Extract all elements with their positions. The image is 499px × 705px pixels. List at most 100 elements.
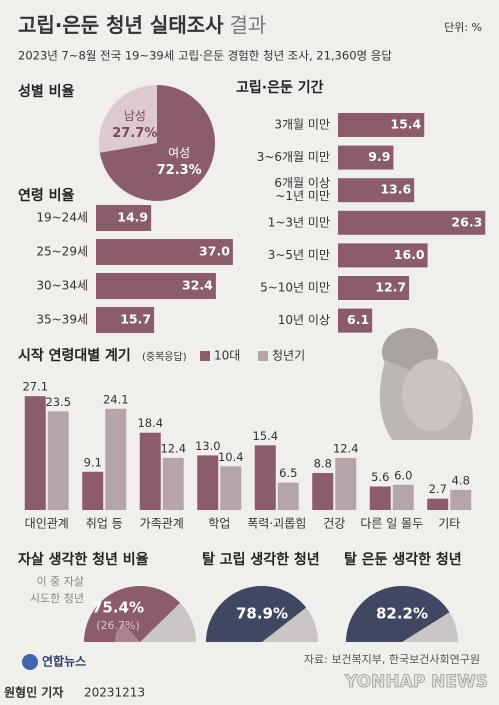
title-main: 고립·은둔 청년 실태조사 [18, 13, 224, 37]
category-label: 폭력·괴롭힘 [247, 517, 306, 531]
gauge-value [84, 586, 181, 642]
section-title: 연령 비율 [18, 187, 75, 204]
bar [254, 445, 276, 510]
value-label: 6.5 [279, 466, 297, 480]
value-label: 12.4 [333, 441, 359, 455]
bar [139, 432, 161, 510]
bar [338, 210, 486, 235]
value-label: 26.3 [451, 214, 482, 229]
title-suffix: 결과 [230, 13, 267, 37]
reporter: 원형민 기자 [4, 685, 63, 700]
bar [47, 411, 69, 510]
value-label: 12.4 [160, 441, 186, 455]
gauge-label: 75.4% [92, 599, 144, 617]
bar [450, 489, 472, 510]
source: 자료: 보건복지부, 한국보건사회연구원 [304, 653, 480, 666]
category-label: 취업 등 [86, 517, 123, 531]
category-label: 대인관계 [25, 517, 69, 531]
value-label: 9.1 [84, 455, 102, 469]
value-label: 10.4 [218, 450, 244, 464]
value-label: 18.4 [137, 416, 163, 430]
value-label: 6.1 [347, 312, 369, 327]
value-label: 6.0 [394, 468, 412, 482]
section-title: 탈 은둔 생각한 청년 [344, 551, 462, 568]
value-label: 9.9 [368, 149, 390, 164]
value-label: 32.4 [182, 278, 213, 293]
bar [338, 145, 394, 170]
value-label: 4.8 [452, 473, 470, 487]
category-label: 다른 일 몰두 [360, 517, 423, 531]
gauge-sub-value [114, 623, 140, 642]
value-label: 13.0 [195, 439, 221, 453]
bar [162, 457, 184, 510]
legend-label: 청년기 [272, 349, 305, 363]
bar [96, 205, 152, 231]
pie-label: 남성 [124, 109, 146, 123]
value-label: 37.0 [199, 244, 230, 259]
category-label: 25~29세 [36, 245, 88, 259]
section-title: 고립·은둔 기간 [236, 79, 324, 96]
bar [338, 243, 428, 268]
category-label: 3~5년 미만 [268, 248, 330, 262]
bar [338, 308, 373, 333]
bar [96, 239, 233, 265]
value-label: 14.9 [117, 210, 148, 225]
annotation-value: (26.7%) [96, 619, 140, 632]
category-label: 35~39세 [36, 313, 88, 327]
bar [338, 178, 415, 203]
bar [392, 484, 414, 510]
category-label: 기타 [438, 517, 460, 531]
pie-label: 여성 [168, 146, 190, 160]
category-label: ~1년 미만 [275, 189, 330, 203]
gauge-value [346, 586, 450, 642]
value-label: 5.6 [371, 470, 389, 484]
gauge-value [206, 586, 307, 642]
bar [427, 498, 449, 510]
category-label: 학업 [208, 517, 230, 531]
legend-label: 10대 [214, 349, 240, 363]
title: 고립·은둔 청년 실태조사 결과 [18, 13, 266, 37]
value-label: 8.8 [314, 457, 332, 471]
section-title: 성별 비율 [18, 83, 75, 100]
category-label: 5~10년 미만 [260, 281, 330, 295]
bar [96, 273, 216, 299]
illustration [379, 328, 473, 440]
value-label: 27.1 [22, 380, 48, 394]
bar [96, 307, 155, 333]
logo: 연합뉴스 [42, 654, 86, 669]
bar [335, 457, 357, 510]
subtitle: 2023년 7~8월 전국 19~39세 고립·은둔 경험한 청년 조사, 21… [18, 49, 392, 63]
category-label: 건강 [323, 517, 345, 531]
pie-slice [98, 84, 157, 153]
value-label: 2.7 [429, 482, 447, 496]
category-label: 6개월 이상 [274, 176, 330, 190]
gauge-label: 82.2% [376, 605, 428, 623]
bar [105, 408, 127, 510]
bar [338, 113, 425, 137]
bar [369, 486, 391, 510]
category-label: 가족관계 [140, 517, 184, 531]
bar [24, 396, 46, 510]
watermark: YONHAP NEWS [344, 672, 488, 692]
value-label: 16.0 [394, 247, 425, 262]
value-label: 24.1 [103, 392, 129, 406]
annotation: 이 중 자살 [37, 575, 84, 588]
pie-value: 72.3% [157, 163, 202, 178]
logo-icon [22, 654, 38, 670]
annotation: 시도한 청년 [30, 592, 84, 605]
bar [338, 276, 410, 300]
bar [277, 482, 299, 510]
bar [197, 455, 219, 510]
value-label: 13.6 [380, 182, 411, 197]
section-title: 자살 생각한 청년 비율 [18, 551, 149, 568]
section-title: 시작 연령대별 계기 [18, 347, 131, 364]
value-label: 12.7 [375, 280, 406, 295]
category-label: 3~6개월 미만 [257, 150, 330, 164]
bar [82, 471, 104, 510]
category-label: 1~3년 미만 [268, 215, 330, 229]
value-label: 15.4 [390, 117, 421, 132]
gauge-label: 78.9% [236, 605, 288, 623]
category-label: 3개월 미만 [274, 118, 330, 132]
